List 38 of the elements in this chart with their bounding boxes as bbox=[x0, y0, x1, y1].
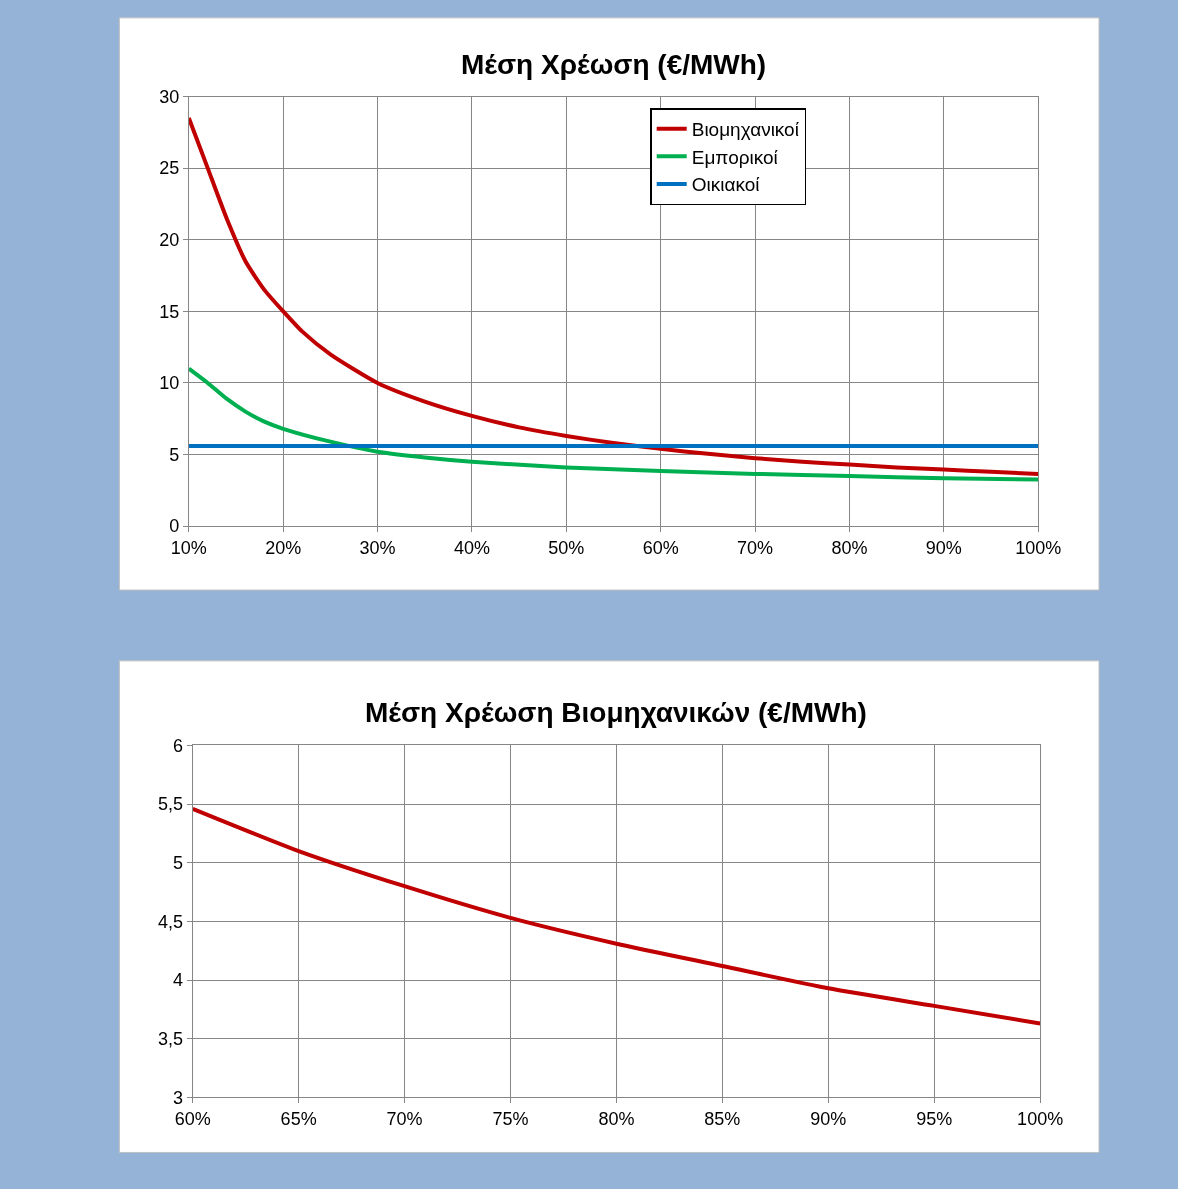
x-tick-label: 65% bbox=[280, 1109, 317, 1129]
y-tick-label: 30 bbox=[159, 86, 180, 107]
chart-title: Μέση Χρέωση Βιομηχανικών (€/MWh) bbox=[365, 697, 867, 728]
y-tick-label: 6 bbox=[173, 735, 184, 756]
x-tick-label: 75% bbox=[492, 1109, 529, 1129]
x-tick-label: 80% bbox=[598, 1109, 635, 1129]
y-tick-label: 3 bbox=[173, 1087, 184, 1108]
y-tick-label: 15 bbox=[159, 301, 180, 322]
x-tick-label: 100% bbox=[1015, 537, 1062, 558]
x-tick-label: 90% bbox=[810, 1109, 847, 1129]
y-tick-label: 5 bbox=[173, 853, 184, 874]
y-tick-label: 10 bbox=[159, 373, 180, 394]
legend-label: Οικιακοί bbox=[691, 174, 761, 196]
x-tick-label: 40% bbox=[453, 537, 490, 558]
y-tick-label: 20 bbox=[159, 230, 180, 251]
x-tick-label: 90% bbox=[925, 537, 962, 558]
y-tick-label: 5,5 bbox=[158, 794, 184, 815]
x-tick-label: 80% bbox=[831, 537, 868, 558]
x-tick-label: 70% bbox=[386, 1109, 423, 1129]
x-tick-label: 70% bbox=[737, 537, 774, 558]
x-tick-label: 100% bbox=[1017, 1109, 1064, 1129]
x-tick-label: 10% bbox=[170, 537, 207, 558]
x-tick-label: 20% bbox=[265, 537, 302, 558]
y-tick-label: 4,5 bbox=[158, 911, 184, 932]
y-tick-label: 4 bbox=[173, 970, 184, 991]
x-tick-label: 60% bbox=[174, 1109, 211, 1129]
x-tick-label: 60% bbox=[642, 537, 679, 558]
x-tick-label: 95% bbox=[916, 1109, 953, 1129]
chart-title: Μέση Χρέωση (€/MWh) bbox=[461, 49, 767, 80]
legend-label: Βιομηχανικοί bbox=[691, 119, 800, 141]
legend-label: Εμπορικοί bbox=[691, 146, 779, 168]
y-tick-label: 3,5 bbox=[158, 1029, 184, 1050]
x-tick-label: 85% bbox=[704, 1109, 741, 1129]
y-tick-label: 25 bbox=[159, 158, 180, 179]
x-tick-label: 30% bbox=[359, 537, 396, 558]
x-tick-label: 50% bbox=[548, 537, 585, 558]
y-tick-label: 5 bbox=[169, 444, 180, 465]
y-tick-label: 0 bbox=[169, 516, 180, 537]
